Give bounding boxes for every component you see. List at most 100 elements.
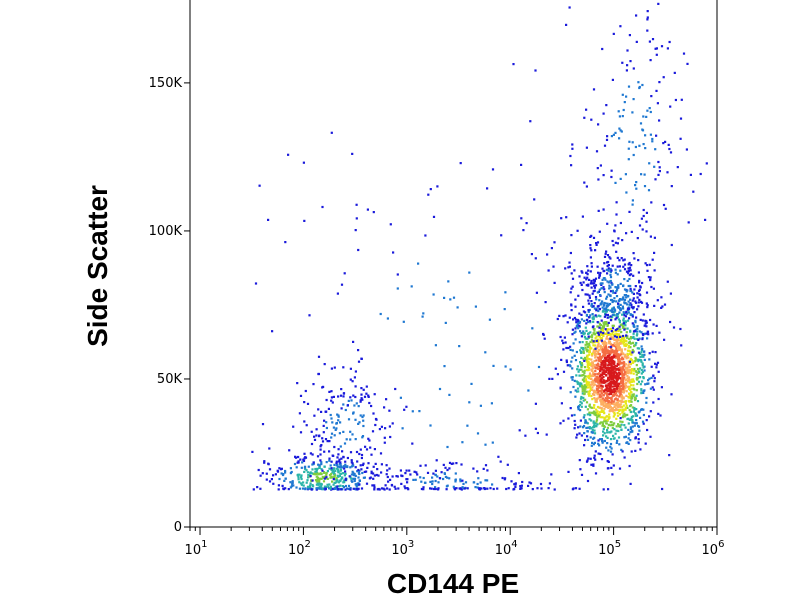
scatter-point [589, 386, 592, 389]
scatter-point [315, 480, 318, 483]
scatter-point [645, 302, 648, 305]
scatter-point [611, 315, 614, 319]
scatter-point [630, 395, 633, 398]
scatter-point [638, 347, 641, 350]
scatter-point [396, 475, 399, 478]
scatter-point [600, 339, 603, 342]
scatter-point [334, 469, 337, 473]
scatter-point [597, 359, 601, 362]
scatter-point [531, 488, 534, 491]
scatter-point [636, 400, 640, 403]
scatter-point [651, 137, 654, 141]
scatter-point [621, 305, 624, 308]
scatter-point [592, 420, 595, 423]
scatter-point [590, 381, 593, 384]
scatter-point [649, 235, 652, 238]
scatter-point [581, 390, 584, 393]
scatter-point [528, 481, 531, 484]
scatter-point [597, 304, 600, 308]
scatter-point [569, 291, 572, 294]
scatter-point [568, 6, 571, 9]
scatter-point [446, 468, 449, 472]
scatter-point [658, 119, 661, 122]
scatter-point [627, 417, 630, 420]
scatter-point [585, 341, 588, 344]
scatter-point [383, 406, 386, 409]
scatter-point [587, 299, 590, 302]
scatter-point [323, 363, 326, 366]
scatter-point [361, 436, 364, 439]
scatter-point [575, 324, 579, 327]
scatter-point [337, 419, 340, 422]
scatter-point [320, 463, 323, 466]
scatter-point [606, 313, 609, 317]
scatter-point [486, 187, 489, 190]
scatter-point [614, 268, 617, 271]
scatter-point [320, 477, 323, 480]
scatter-point [552, 265, 555, 268]
scatter-point [607, 382, 610, 385]
scatter-point [586, 350, 589, 353]
scatter-point [342, 403, 345, 406]
scatter-point [639, 286, 642, 289]
scatter-point [501, 476, 504, 480]
scatter-point [570, 164, 573, 167]
scatter-point [610, 388, 613, 391]
scatter-point [601, 400, 604, 404]
scatter-point [331, 471, 334, 474]
scatter-point [573, 354, 576, 357]
scatter-point [656, 299, 659, 302]
scatter-point [592, 317, 595, 321]
scatter-point [630, 368, 634, 371]
scatter-point [621, 61, 624, 64]
scatter-point [625, 296, 628, 299]
scatter-point [598, 394, 601, 397]
scatter-point [607, 321, 610, 324]
scatter-point [617, 305, 620, 308]
scatter-point [380, 463, 383, 466]
scatter-point [615, 314, 618, 317]
scatter-point [635, 342, 638, 345]
scatter-point [435, 459, 438, 462]
scatter-point [582, 416, 585, 419]
scatter-point [610, 447, 613, 450]
scatter-point [420, 487, 423, 491]
scatter-point [351, 380, 354, 383]
scatter-point [585, 271, 588, 274]
scatter-point [580, 318, 583, 321]
scatter-point [482, 467, 485, 470]
scatter-point [621, 313, 624, 316]
scatter-point [620, 387, 623, 390]
scatter-point [609, 290, 613, 293]
scatter-point [603, 144, 607, 147]
scatter-point [666, 171, 669, 174]
scatter-point [617, 374, 620, 377]
scatter-point [576, 368, 579, 371]
scatter-point [590, 419, 593, 422]
scatter-point [321, 440, 325, 443]
scatter-point [565, 23, 568, 26]
scatter-point [622, 108, 625, 112]
scatter-point [583, 377, 586, 380]
scatter-point [613, 437, 616, 440]
scatter-point [603, 343, 606, 347]
scatter-point [621, 400, 624, 403]
scatter-point [607, 460, 610, 463]
scatter-point [298, 487, 301, 490]
scatter-point [653, 380, 656, 383]
scatter-point [344, 488, 347, 491]
scatter-point [534, 69, 537, 72]
scatter-point [630, 415, 633, 418]
scatter-point [434, 479, 437, 483]
scatter-point [624, 406, 627, 409]
scatter-point [589, 363, 592, 366]
scatter-point [657, 370, 660, 373]
scatter-point [591, 398, 594, 401]
scatter-point [305, 469, 308, 472]
scatter-point [612, 313, 615, 316]
scatter-point [593, 456, 596, 460]
scatter-point [616, 379, 619, 382]
scatter-point [589, 436, 592, 439]
scatter-point [606, 280, 609, 283]
scatter-point [615, 351, 618, 354]
